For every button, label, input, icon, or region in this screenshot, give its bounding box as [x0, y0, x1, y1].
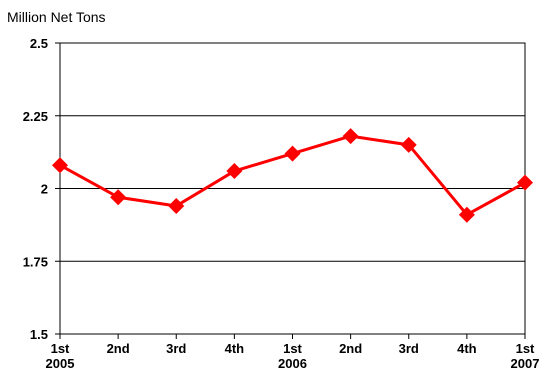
data-point-marker — [342, 128, 359, 145]
x-year-label: 2005 — [46, 356, 75, 371]
data-point-marker — [284, 145, 301, 162]
y-axis-unit-label: Million Net Tons — [7, 9, 106, 25]
x-tick-label: 3rd — [399, 341, 419, 356]
y-tick-label: 2.25 — [23, 109, 48, 124]
data-point-marker — [226, 163, 243, 180]
y-tick-label: 2.5 — [30, 36, 48, 51]
x-tick-label: 1st — [516, 341, 535, 356]
data-point-marker — [517, 174, 533, 191]
data-point-marker — [110, 189, 127, 206]
x-year-label: 2006 — [278, 356, 307, 371]
x-tick-label: 1st — [51, 341, 70, 356]
x-year-label: 2007 — [511, 356, 540, 371]
x-tick-label: 3rd — [166, 341, 186, 356]
y-tick-label: 2 — [41, 182, 48, 197]
x-tick-label: 4th — [457, 341, 477, 356]
data-point-marker — [52, 157, 68, 174]
y-tick-label: 1.75 — [23, 254, 48, 269]
data-point-marker — [400, 136, 417, 153]
x-tick-label: 2nd — [107, 341, 130, 356]
x-tick-label: 1st — [283, 341, 302, 356]
x-tick-label: 2nd — [339, 341, 362, 356]
data-point-marker — [168, 197, 185, 214]
x-tick-label: 4th — [225, 341, 245, 356]
y-tick-label: 1.5 — [30, 327, 48, 342]
data-point-marker — [458, 206, 475, 223]
